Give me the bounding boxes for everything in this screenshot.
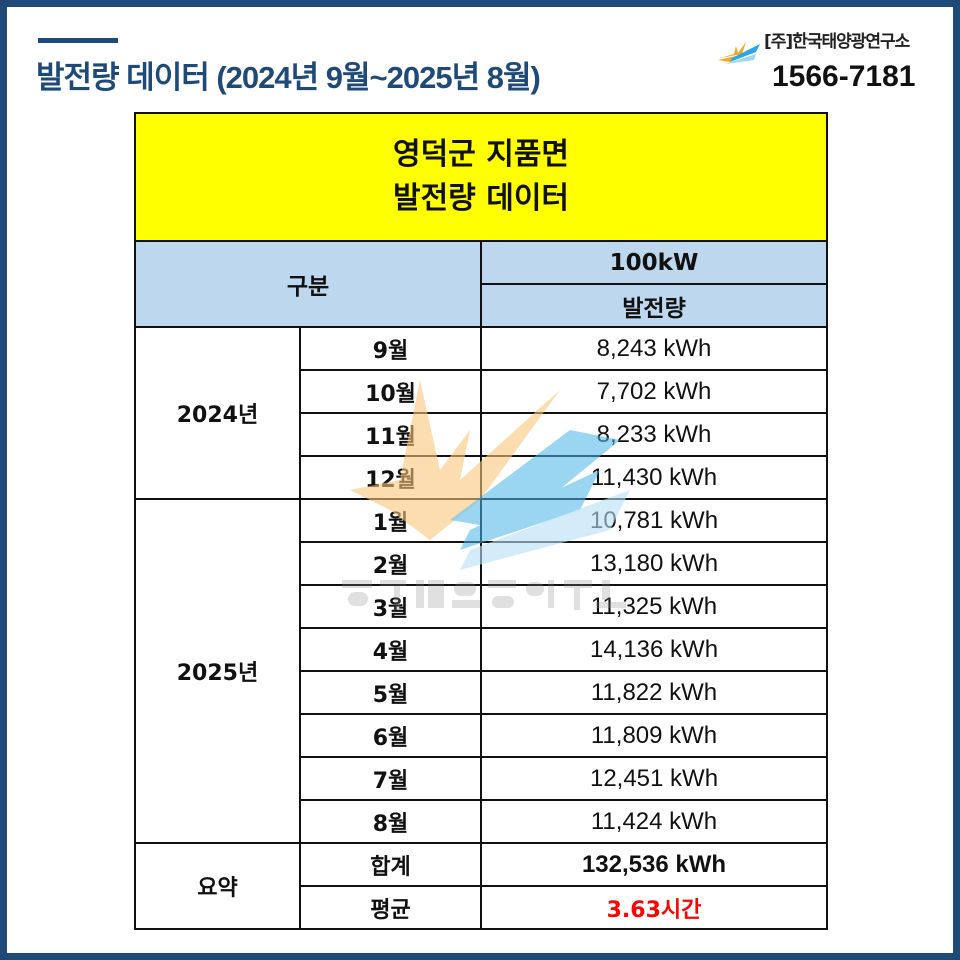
average-label: 평균	[299, 885, 482, 930]
table-title: 영덕군 지품면 발전량 데이터	[133, 112, 829, 242]
month-cell: 1월	[299, 498, 482, 543]
generation-value: 11,424 kWh	[479, 799, 829, 844]
generation-value: 10,781 kWh	[479, 498, 829, 543]
year-cell: 2024년	[134, 326, 301, 500]
generation-value: 11,325 kWh	[479, 584, 829, 629]
table-row: 5월 11,822 kWh	[135, 670, 829, 715]
month-cell: 9월	[299, 326, 482, 371]
table-title-line1: 영덕군 지품면	[392, 137, 570, 172]
generation-value: 13,180 kWh	[479, 541, 829, 586]
year-cell: 2025년	[134, 498, 301, 844]
month-cell: 6월	[299, 713, 482, 758]
month-cell: 12월	[299, 455, 482, 500]
summary-label: 요약	[134, 842, 301, 930]
table-row-total: 요약 합계 132,536 kWh	[134, 842, 829, 930]
header-generation: 발전량	[479, 283, 829, 328]
table-row: 3월 11,325 kWh	[135, 584, 829, 629]
month-cell: 5월	[299, 670, 482, 715]
table-row: 7월 12,451 kWh	[135, 756, 829, 801]
title-accent-bar	[38, 38, 118, 43]
header-capacity: 100kW	[479, 240, 829, 285]
generation-value: 12,451 kWh	[479, 756, 829, 801]
header-category: 구분	[134, 240, 482, 328]
brand-logo: [주]한국태양광연구소 1566-7181	[716, 30, 941, 100]
total-label: 합계	[299, 842, 482, 887]
phone-number: 1566-7181	[772, 60, 916, 93]
brand-name: [주]한국태양광연구소	[764, 32, 910, 52]
table-row-average: 평균 3.63시간	[135, 885, 829, 930]
table-title-line2: 발전량 데이터	[392, 181, 570, 216]
generation-table: 영덕군 지품면 발전량 데이터 구분 100kW 발전량 2024년 9월 8,24…	[133, 112, 829, 930]
month-cell: 7월	[299, 756, 482, 801]
generation-value: 14,136 kWh	[479, 627, 829, 672]
generation-value: 7,702 kWh	[479, 369, 829, 414]
month-cell: 3월	[299, 584, 482, 629]
month-cell: 11월	[299, 412, 482, 457]
table-row: 2024년 9월 8,243 kWh	[134, 326, 829, 500]
total-value: 132,536 kWh	[479, 842, 829, 887]
average-value: 3.63시간	[479, 885, 829, 930]
month-cell: 8월	[299, 799, 482, 844]
table-row: 8월 11,424 kWh	[135, 799, 829, 844]
table-row: 4월 14,136 kWh	[135, 627, 829, 672]
page-title: 발전량 데이터 (2024년 9월~2025년 8월)	[36, 60, 541, 95]
generation-value: 11,822 kWh	[479, 670, 829, 715]
month-cell: 2월	[299, 541, 482, 586]
generation-value: 11,809 kWh	[479, 713, 829, 758]
month-cell: 10월	[299, 369, 482, 414]
generation-value: 8,233 kWh	[479, 412, 829, 457]
generation-value: 11,430 kWh	[479, 455, 829, 500]
sun-panel-icon	[718, 42, 760, 64]
table-row: 6월 11,809 kWh	[135, 713, 829, 758]
month-cell: 4월	[299, 627, 482, 672]
table-row: 2025년 1월 10,781 kWh	[134, 498, 829, 844]
generation-value: 8,243 kWh	[479, 326, 829, 371]
